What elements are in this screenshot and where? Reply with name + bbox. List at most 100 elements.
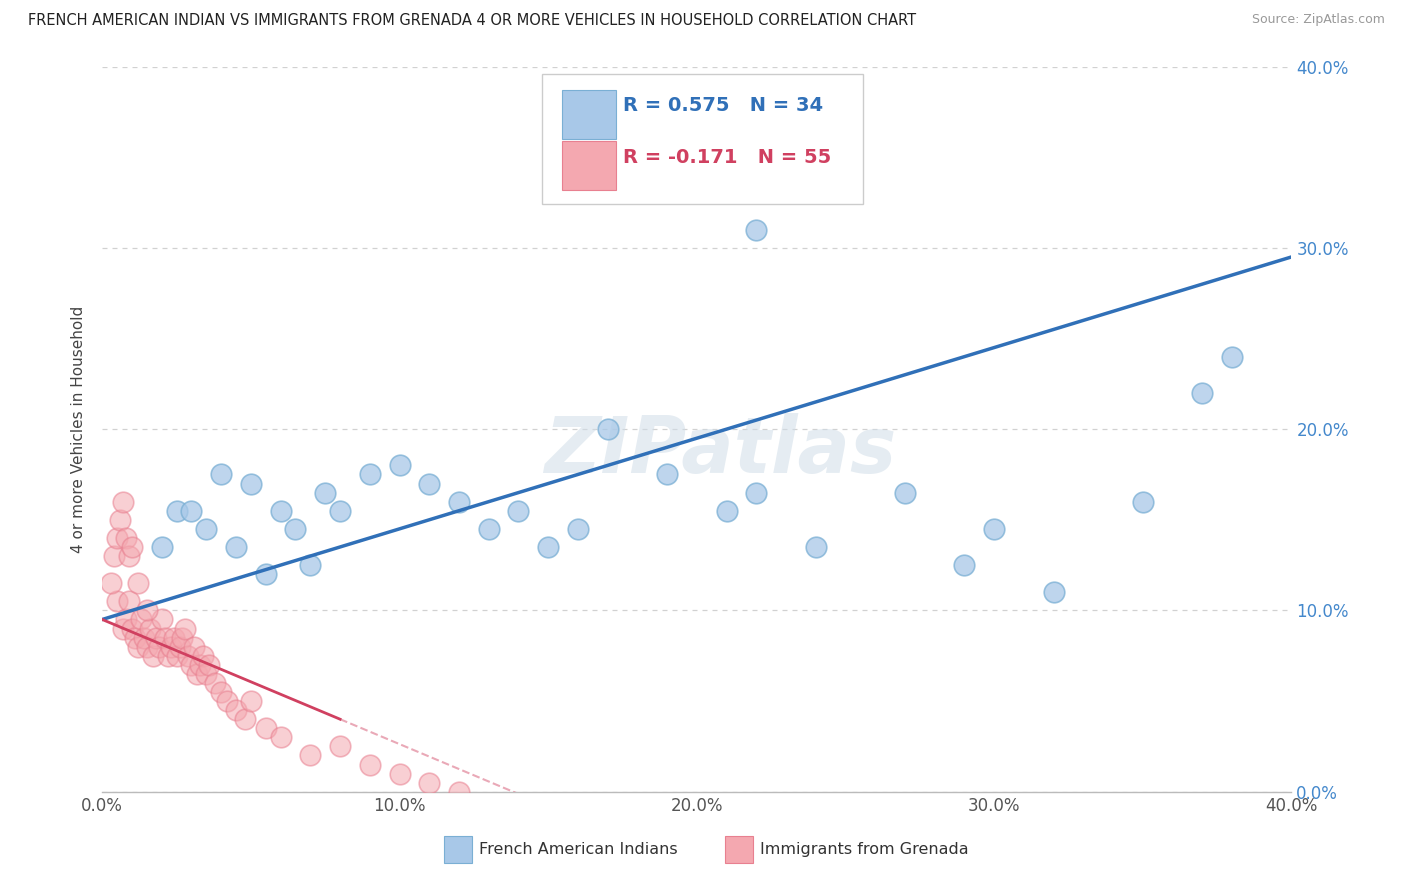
FancyBboxPatch shape	[562, 141, 616, 190]
Point	[239, 476, 262, 491]
Point	[745, 485, 768, 500]
Point	[418, 476, 440, 491]
Point	[217, 694, 239, 708]
Point	[166, 504, 188, 518]
Point	[655, 467, 678, 482]
Point	[108, 513, 131, 527]
Point	[745, 223, 768, 237]
Point	[270, 731, 292, 745]
Point	[225, 540, 247, 554]
Point	[596, 422, 619, 436]
Point	[198, 657, 221, 672]
Point	[804, 540, 827, 554]
Text: Immigrants from Grenada: Immigrants from Grenada	[761, 842, 969, 857]
Point	[209, 685, 232, 699]
Point	[359, 757, 381, 772]
Point	[270, 504, 292, 518]
Point	[329, 739, 352, 754]
Point	[121, 540, 143, 554]
Point	[388, 766, 411, 780]
Point	[195, 522, 218, 536]
Point	[233, 712, 256, 726]
Point	[166, 648, 188, 663]
Point	[953, 558, 976, 573]
Point	[127, 576, 149, 591]
Point	[118, 594, 141, 608]
Point	[135, 640, 157, 654]
Point	[299, 558, 322, 573]
Point	[180, 657, 202, 672]
Point	[100, 576, 122, 591]
Point	[567, 522, 589, 536]
Point	[209, 467, 232, 482]
Text: ZIPatlas: ZIPatlas	[544, 413, 897, 489]
FancyBboxPatch shape	[562, 90, 616, 139]
Point	[188, 657, 211, 672]
Point	[135, 603, 157, 617]
Point	[105, 594, 128, 608]
Point	[115, 531, 138, 545]
Point	[159, 640, 181, 654]
Point	[983, 522, 1005, 536]
Point	[174, 622, 197, 636]
Point	[139, 622, 162, 636]
Point	[1042, 585, 1064, 599]
Point	[118, 549, 141, 563]
Text: French American Indians: French American Indians	[479, 842, 678, 857]
Point	[183, 640, 205, 654]
Point	[204, 676, 226, 690]
Point	[193, 648, 215, 663]
Point	[103, 549, 125, 563]
Point	[284, 522, 307, 536]
Point	[124, 631, 146, 645]
Point	[359, 467, 381, 482]
Point	[1132, 494, 1154, 508]
Point	[180, 504, 202, 518]
Text: R = -0.171   N = 55: R = -0.171 N = 55	[623, 148, 831, 167]
Point	[153, 631, 176, 645]
Point	[299, 748, 322, 763]
Point	[254, 721, 277, 735]
Point	[111, 622, 134, 636]
Point	[105, 531, 128, 545]
Point	[1220, 350, 1243, 364]
Point	[132, 631, 155, 645]
Point	[537, 540, 560, 554]
Y-axis label: 4 or more Vehicles in Household: 4 or more Vehicles in Household	[72, 306, 86, 553]
Point	[254, 567, 277, 582]
Point	[150, 612, 173, 626]
Point	[447, 785, 470, 799]
Point	[169, 640, 191, 654]
Point	[127, 640, 149, 654]
Point	[329, 504, 352, 518]
Point	[478, 522, 501, 536]
Text: FRENCH AMERICAN INDIAN VS IMMIGRANTS FROM GRENADA 4 OR MORE VEHICLES IN HOUSEHOL: FRENCH AMERICAN INDIAN VS IMMIGRANTS FRO…	[28, 13, 917, 29]
Point	[894, 485, 917, 500]
Point	[716, 504, 738, 518]
Point	[162, 631, 184, 645]
Text: R = 0.575   N = 34: R = 0.575 N = 34	[623, 95, 824, 114]
Point	[186, 666, 208, 681]
FancyBboxPatch shape	[543, 74, 863, 204]
Point	[314, 485, 336, 500]
Point	[225, 703, 247, 717]
Point	[121, 622, 143, 636]
Point	[1191, 385, 1213, 400]
Point	[145, 631, 167, 645]
Point	[418, 775, 440, 789]
Point	[111, 494, 134, 508]
Point	[177, 648, 200, 663]
Point	[172, 631, 194, 645]
Point	[388, 458, 411, 473]
Point	[195, 666, 218, 681]
Point	[129, 612, 152, 626]
Point	[148, 640, 170, 654]
Point	[156, 648, 179, 663]
Point	[447, 494, 470, 508]
Point	[142, 648, 165, 663]
Point	[115, 612, 138, 626]
Point	[239, 694, 262, 708]
Point	[150, 540, 173, 554]
Text: Source: ZipAtlas.com: Source: ZipAtlas.com	[1251, 13, 1385, 27]
Point	[508, 504, 530, 518]
